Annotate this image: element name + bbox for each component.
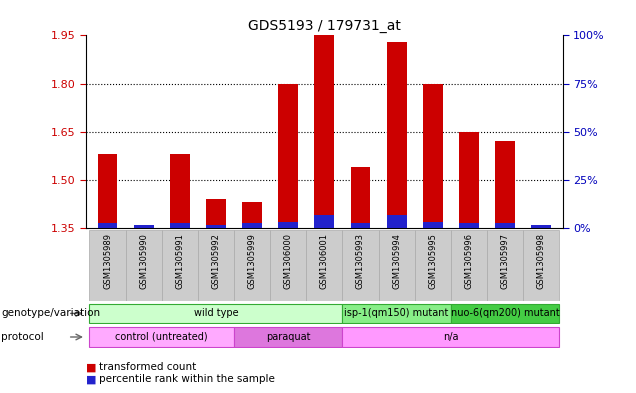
Bar — [206, 225, 226, 228]
Bar — [279, 83, 298, 228]
Text: GSM1305989: GSM1305989 — [103, 233, 112, 289]
Bar — [314, 35, 335, 228]
Bar — [423, 222, 443, 228]
Bar — [350, 167, 370, 228]
Bar — [459, 132, 479, 228]
Bar — [97, 154, 118, 228]
Bar — [307, 230, 342, 301]
Title: GDS5193 / 179731_at: GDS5193 / 179731_at — [248, 19, 401, 33]
Bar — [242, 202, 262, 228]
Text: GSM1305994: GSM1305994 — [392, 233, 401, 289]
Bar — [531, 225, 551, 228]
Text: GSM1305999: GSM1305999 — [247, 233, 256, 289]
Text: GSM1305992: GSM1305992 — [211, 233, 221, 289]
Text: n/a: n/a — [443, 332, 459, 342]
Bar — [350, 223, 370, 228]
Text: GSM1305997: GSM1305997 — [501, 233, 509, 289]
Text: GSM1305991: GSM1305991 — [176, 233, 184, 289]
Text: GSM1305996: GSM1305996 — [464, 233, 473, 289]
Bar — [279, 222, 298, 228]
Bar — [459, 223, 479, 228]
Text: wild type: wild type — [193, 309, 238, 318]
Bar — [162, 230, 198, 301]
Text: transformed count: transformed count — [99, 362, 196, 373]
Bar — [270, 230, 307, 301]
Bar — [134, 225, 154, 228]
Bar — [170, 154, 190, 228]
Bar — [423, 83, 443, 228]
Bar — [495, 141, 515, 228]
Text: protocol: protocol — [1, 332, 44, 342]
Bar — [234, 230, 270, 301]
Bar — [387, 215, 406, 228]
Text: paraquat: paraquat — [266, 332, 310, 342]
Bar — [451, 230, 487, 301]
Bar — [342, 304, 451, 323]
Text: GSM1305995: GSM1305995 — [428, 233, 438, 289]
Bar — [90, 304, 342, 323]
Text: genotype/variation: genotype/variation — [1, 309, 100, 318]
Bar — [523, 230, 559, 301]
Text: GSM1305990: GSM1305990 — [139, 233, 148, 289]
Text: GSM1305998: GSM1305998 — [537, 233, 546, 289]
Text: GSM1306000: GSM1306000 — [284, 233, 293, 289]
Text: percentile rank within the sample: percentile rank within the sample — [99, 374, 275, 384]
Bar — [134, 225, 154, 228]
Bar — [415, 230, 451, 301]
Text: control (untreated): control (untreated) — [115, 332, 208, 342]
Bar — [198, 230, 234, 301]
Bar — [170, 223, 190, 228]
Bar — [378, 230, 415, 301]
Bar — [206, 199, 226, 228]
Bar — [126, 230, 162, 301]
Text: GSM1305993: GSM1305993 — [356, 233, 365, 289]
Text: isp-1(qm150) mutant: isp-1(qm150) mutant — [345, 309, 449, 318]
Bar — [342, 230, 378, 301]
Bar — [451, 304, 559, 323]
Text: GSM1306001: GSM1306001 — [320, 233, 329, 289]
Bar — [90, 327, 234, 347]
Bar — [97, 223, 118, 228]
Bar — [234, 327, 342, 347]
Bar — [90, 230, 126, 301]
Bar — [487, 230, 523, 301]
Text: nuo-6(qm200) mutant: nuo-6(qm200) mutant — [451, 309, 560, 318]
Bar — [342, 327, 559, 347]
Bar — [387, 42, 406, 228]
Bar — [314, 215, 335, 228]
Text: ■: ■ — [86, 362, 97, 373]
Text: ■: ■ — [86, 374, 97, 384]
Bar — [531, 225, 551, 228]
Bar — [242, 223, 262, 228]
Bar — [495, 223, 515, 228]
